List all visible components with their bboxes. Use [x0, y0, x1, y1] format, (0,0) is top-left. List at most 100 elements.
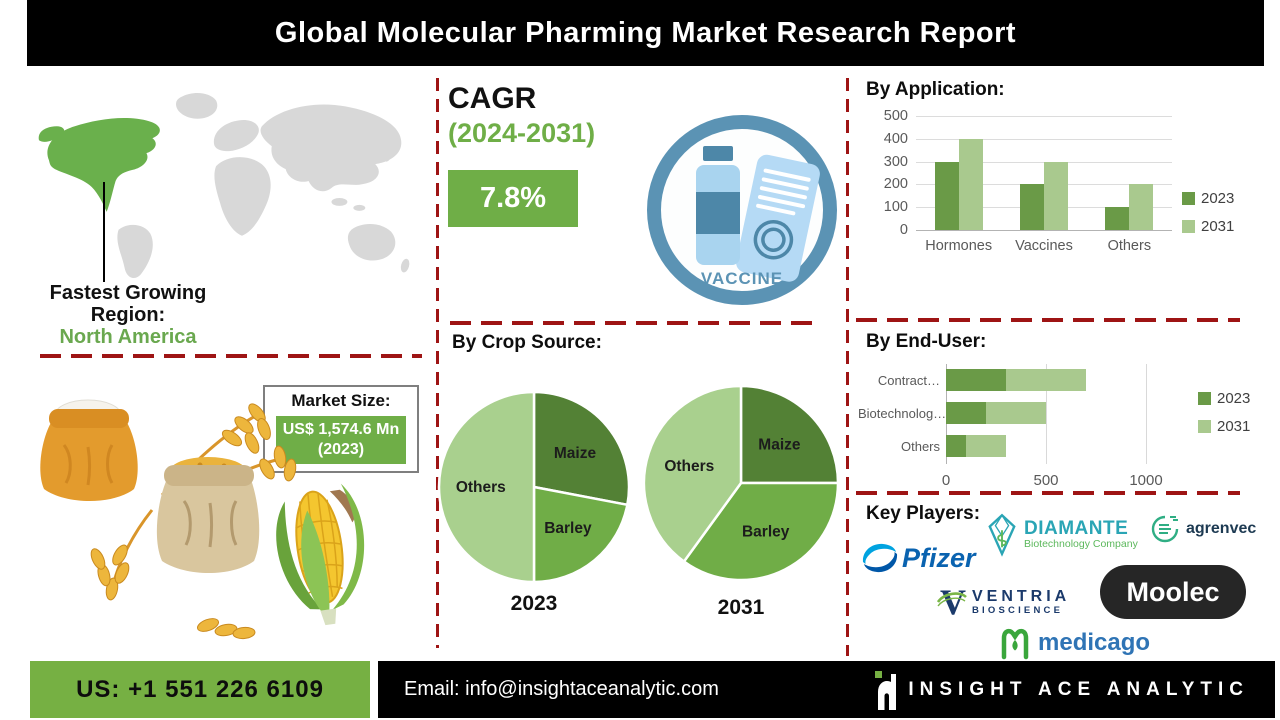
cagr-label: CAGR	[448, 82, 537, 115]
legend-swatch-2031	[1182, 220, 1195, 233]
legend-label-2031: 2031	[1217, 418, 1251, 435]
vaccine-badge-label: VACCINE	[701, 269, 783, 288]
row-label-1: Biotechnolog…	[858, 406, 947, 421]
end-user-title: By End-User:	[866, 331, 987, 352]
legend-label-2023: 2023	[1217, 390, 1251, 407]
cat-Vaccines: Vaccines	[1015, 238, 1073, 254]
corn-icon	[276, 483, 365, 626]
pfizer-label: Pfizer	[902, 542, 976, 573]
pie-slice-Others-2031	[642, 384, 743, 563]
legend-swatch-2023	[1182, 192, 1195, 205]
bar-2023-Others	[1105, 207, 1130, 230]
cagr-period: (2024-2031)	[448, 118, 596, 148]
pie-label-Maize-2031: Maize	[758, 437, 801, 454]
divider-vertical-right	[846, 78, 849, 656]
svg-text:V: V	[940, 582, 966, 622]
logo-ventria: V VENTRIA BIOSCIENCE	[936, 580, 1070, 624]
divider-left-column	[40, 354, 422, 358]
divider-vertical-left	[436, 78, 439, 648]
bar-2031-Contract…	[1006, 369, 1086, 391]
vgrid-1000	[1146, 364, 1147, 464]
pie-slice-Barley-2031	[682, 481, 840, 582]
cagr-value-box: 7.8%	[448, 170, 578, 227]
pie-caption-2031: 2031	[717, 596, 765, 619]
map-europe	[213, 120, 259, 152]
email-label: Email:	[404, 678, 460, 700]
bar-2031-Others	[1129, 184, 1154, 230]
cagr-value: 7.8%	[479, 182, 547, 214]
pie-chart-2031: Maize Barley Others	[642, 384, 840, 582]
page-title: Global Molecular Pharming Market Researc…	[274, 16, 1017, 49]
brand-logo: INSIGHT ACE ANALYTIC	[872, 670, 1249, 710]
title-bar: Global Molecular Pharming Market Researc…	[27, 0, 1264, 66]
brand-name: INSIGHT ACE ANALYTIC	[908, 678, 1249, 700]
ventria-icon: V	[936, 582, 967, 622]
gridline-0	[916, 230, 1172, 231]
map-africa	[214, 157, 271, 236]
legend-label-2023: 2023	[1201, 190, 1235, 207]
legend-2023: 2023	[1198, 390, 1250, 407]
market-size-value: US$ 1,574.6 Mn (2023)	[276, 416, 406, 464]
key-players-title: Key Players:	[866, 503, 981, 524]
logo-medicago: medicago	[1000, 626, 1150, 660]
cat-Others: Others	[1107, 238, 1152, 254]
by-application-chart: 0 100 200 300 400 500 Hormones Vaccines Others 20…	[866, 106, 1244, 266]
pie-label-Others-2031: Others	[664, 458, 714, 475]
ytick-300: 300	[883, 153, 908, 170]
pfizer-icon	[862, 543, 898, 573]
region-label: Fastest Growing Region:	[49, 282, 207, 326]
diamante-sublabel: Biotechnology Company	[1024, 538, 1138, 551]
legend-swatch-2031	[1198, 420, 1211, 433]
xtick-500: 500	[1033, 472, 1059, 489]
by-end-user-chart: 0 500 1000 Contract… Biotechnolog… Others 2023…	[858, 362, 1253, 490]
map-south-america	[117, 224, 153, 279]
market-size-label: Market Size:	[291, 391, 391, 410]
bar-2023-Vaccines	[1020, 184, 1044, 230]
vaccine-card-icon	[736, 154, 820, 282]
vgrid-500	[1046, 364, 1047, 464]
bar-2031-Biotechnolog…	[986, 402, 1046, 424]
pie-label-Maize-2023: Maize	[554, 445, 597, 462]
flour-sack-icon	[40, 399, 138, 501]
logo-diamante: DIAMANTE Biotechnology Company	[986, 512, 1138, 558]
pie-label-Barley-2031: Barley	[742, 523, 790, 540]
row-label-0: Contract…	[877, 373, 940, 388]
bar-2031-Hormones	[958, 138, 983, 230]
moolec-blob-icon	[1100, 565, 1246, 619]
legend-swatch-2023	[1198, 392, 1211, 405]
ytick-400: 400	[883, 130, 908, 147]
bar-2023-Others	[946, 435, 966, 457]
pie-slice-Others-2023	[437, 390, 536, 584]
diamante-label: DIAMANTE	[1024, 518, 1129, 540]
map-north-america	[47, 117, 160, 212]
crop-source-title: By Crop Source:	[452, 332, 602, 353]
agrenvec-icon	[1151, 515, 1179, 543]
moolec-label: Moolec	[1126, 576, 1220, 607]
xtick-1000: 1000	[1129, 472, 1163, 489]
divider-middle-column	[450, 321, 818, 325]
grain-sack-icon	[156, 457, 260, 573]
map-pointer-line	[103, 182, 105, 282]
insight-ace-icon	[875, 670, 897, 710]
bar-2023-Hormones	[934, 161, 959, 230]
legend-2031: 2031	[1182, 218, 1234, 235]
region-value: North America	[59, 326, 197, 348]
medicago-icon	[1001, 628, 1029, 660]
legend-2031: 2031	[1198, 418, 1250, 435]
divider-right-column-1	[856, 318, 1240, 322]
footer-bar: Email: info@insightaceanalytic.com INSIG…	[378, 661, 1275, 718]
fastest-growing-region: Fastest Growing Region: North America	[18, 282, 238, 348]
divider-right-column-2	[856, 491, 1240, 495]
world-map	[38, 92, 410, 279]
footer-phone-box: US: +1 551 226 6109	[30, 661, 370, 718]
pie-slice-Maize-2031	[739, 384, 840, 485]
gridline-400	[916, 138, 1172, 140]
ytick-0: 0	[899, 222, 908, 238]
footer-email[interactable]: Email: info@insightaceanalytic.com	[404, 678, 719, 701]
bar-2031-Vaccines	[1044, 161, 1068, 230]
pie-slice-Barley-2023	[532, 485, 629, 584]
logo-agrenvec: agrenvec	[1150, 514, 1256, 544]
pie-slice-Maize-2023	[532, 390, 631, 507]
map-asia	[260, 104, 402, 192]
email-address[interactable]: info@insightaceanalytic.com	[465, 678, 719, 700]
